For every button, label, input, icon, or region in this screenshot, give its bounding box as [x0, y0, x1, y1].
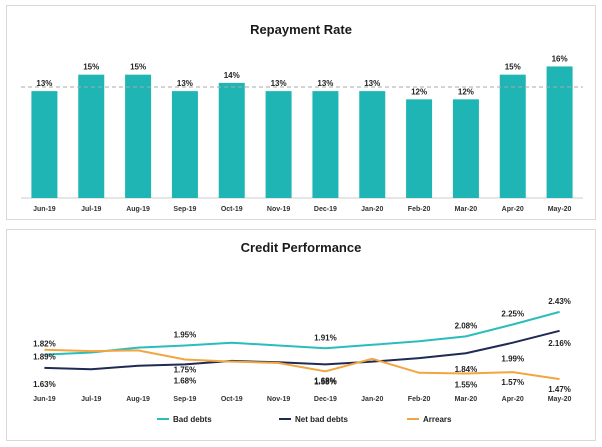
x-tick-label: Apr-20 — [502, 206, 524, 213]
x-tick-label: Jan-20 — [361, 396, 383, 403]
data-label: 1.99% — [501, 355, 524, 364]
x-tick-label: Mar-20 — [455, 206, 478, 213]
x-tick-label: Oct-19 — [221, 206, 243, 213]
x-tick-label: Oct-19 — [221, 396, 243, 403]
credit-performance-panel: Credit Performance 1.82% 1.95% 1.91% 2.08% 2… — [6, 229, 596, 441]
x-tick-label: Dec-19 — [314, 206, 337, 213]
credit-performance-chart: 1.82% 1.95% 1.91% 2.08% 2.25% 2.43% 1.63% 1.68%… — [33, 297, 572, 424]
bar-value-label: 15% — [83, 63, 99, 72]
x-tick-label: Apr-20 — [502, 396, 524, 403]
bar-Apr-20 — [499, 74, 526, 198]
data-label: 1.84% — [455, 365, 478, 374]
data-label: 1.82% — [33, 340, 56, 349]
bar-Jun-19 — [31, 91, 58, 198]
bar-Oct-19 — [218, 82, 245, 198]
repayment-rate-chart: 13% Jun-19 15% Jul-19 15% Aug-19 13% Sep-19 14% O… — [21, 54, 583, 213]
data-label: 1.95% — [174, 331, 197, 340]
data-label: 2.08% — [455, 321, 478, 330]
bar-Sep-19 — [171, 91, 198, 198]
bar-value-label: 13% — [36, 79, 52, 88]
x-tick-label: Jun-19 — [33, 206, 56, 213]
data-label: 2.16% — [548, 339, 571, 348]
credit-performance-title: Credit Performance — [240, 240, 362, 255]
series-line-net-bad-debts — [44, 329, 560, 371]
bar-value-label: 12% — [411, 87, 427, 96]
x-tick-label: Dec-19 — [314, 396, 337, 403]
bar-Feb-20 — [406, 99, 433, 198]
x-tick-label: May-20 — [548, 396, 572, 403]
x-tick-label: Mar-20 — [455, 396, 478, 403]
x-tick-label: Aug-19 — [126, 206, 150, 213]
bar-value-label: 12% — [458, 87, 474, 96]
x-tick-label: Feb-20 — [408, 396, 431, 403]
bar-Jul-19 — [78, 74, 105, 198]
bar-Jan-20 — [359, 91, 386, 198]
repayment-rate-panel: Repayment Rate 13% Jun-19 15% Jul-19 15% Aug-… — [6, 5, 596, 220]
x-tick-label: Nov-19 — [267, 396, 290, 403]
x-tick-label: Jul-19 — [81, 206, 101, 213]
data-label: 2.25% — [501, 310, 524, 319]
series-line-arrears — [44, 348, 560, 381]
legend-label: Arrears — [423, 415, 452, 424]
data-label: 1.68% — [174, 376, 197, 385]
bar-value-label: 13% — [271, 79, 287, 88]
bar-Mar-20 — [452, 99, 479, 198]
x-tick-label: Feb-20 — [408, 206, 431, 213]
x-tick-label: Sep-19 — [173, 206, 196, 213]
bar-value-label: 14% — [224, 71, 240, 80]
data-label: 1.75% — [174, 366, 197, 375]
legend-label: Net bad debts — [295, 415, 348, 424]
bar-value-label: 15% — [505, 63, 521, 72]
data-label: 1.68% — [314, 376, 337, 385]
bar-value-label: 13% — [364, 79, 380, 88]
data-label: 1.63% — [33, 380, 56, 389]
x-tick-label: Nov-19 — [267, 206, 290, 213]
data-label: 2.43% — [548, 297, 571, 306]
bar-Dec-19 — [312, 91, 339, 198]
x-tick-label: Sep-19 — [173, 396, 196, 403]
series-line-bad-debts — [44, 310, 560, 356]
data-label: 1.89% — [33, 353, 56, 362]
x-tick-label: Jan-20 — [361, 206, 383, 213]
bar-May-20 — [546, 66, 573, 198]
data-label: 1.58% — [314, 377, 337, 386]
bar-value-label: 15% — [130, 63, 146, 72]
x-tick-label: Aug-19 — [126, 396, 150, 403]
data-label: 1.55% — [455, 381, 478, 390]
bar-value-label: 13% — [177, 79, 193, 88]
bar-value-label: 16% — [552, 54, 568, 63]
bar-value-label: 13% — [317, 79, 333, 88]
bar-Nov-19 — [265, 91, 292, 198]
x-tick-label: May-20 — [548, 206, 572, 213]
x-tick-label: Jun-19 — [33, 396, 56, 403]
repayment-rate-title: Repayment Rate — [250, 22, 352, 37]
data-label: 1.57% — [501, 378, 524, 387]
legend-label: Bad debts — [173, 415, 212, 424]
x-tick-label: Jul-19 — [81, 396, 101, 403]
data-label: 1.47% — [548, 385, 571, 394]
bar-Aug-19 — [125, 74, 152, 198]
data-label: 1.91% — [314, 333, 337, 342]
